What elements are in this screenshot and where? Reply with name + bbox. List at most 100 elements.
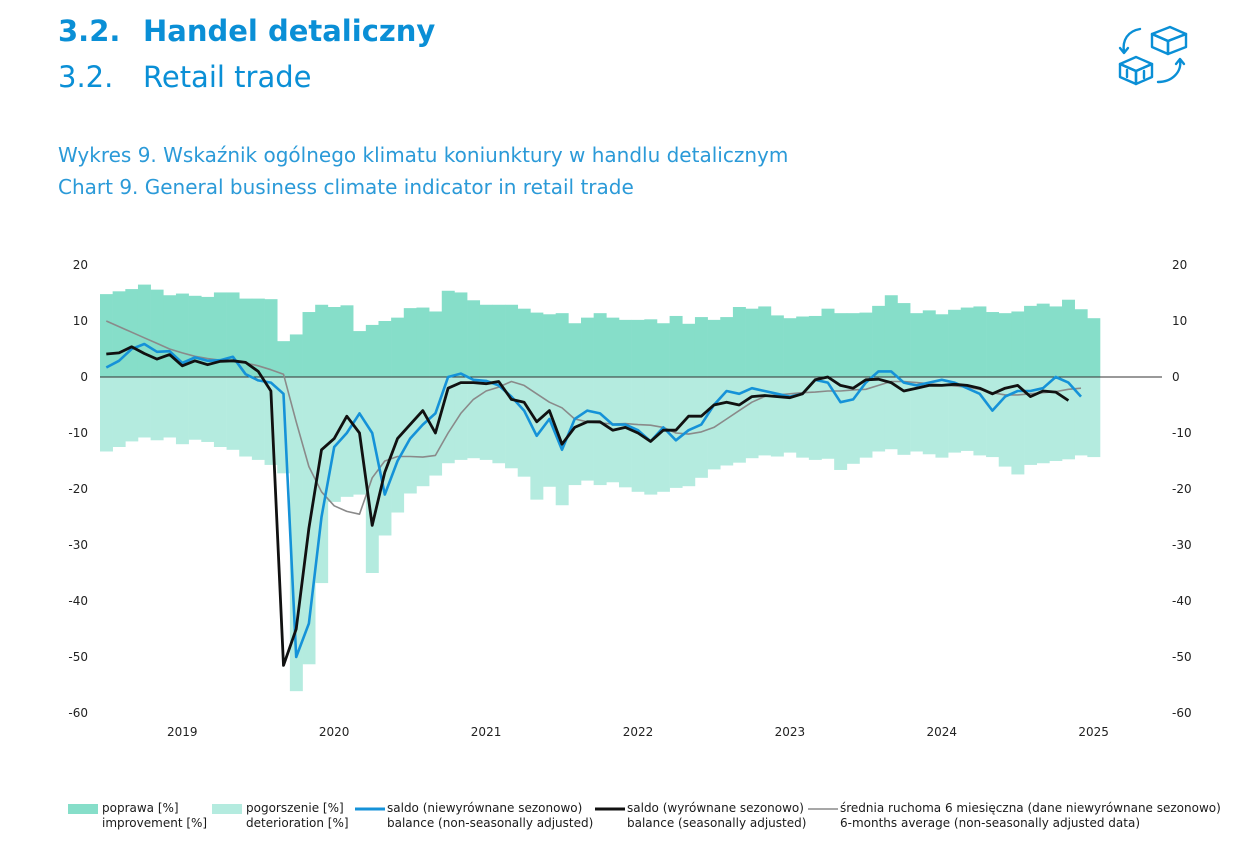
x-tick-label: 2022	[623, 725, 654, 739]
improvement-bar	[226, 292, 240, 377]
improvement-bar	[340, 305, 354, 377]
legend-avg-en: 6-months average (non-seasonally adjuste…	[840, 816, 1140, 830]
improvement-bar	[922, 310, 936, 377]
deterioration-bar	[505, 377, 519, 469]
section-title-en: Retail trade	[143, 60, 312, 94]
improvement-bar	[429, 311, 443, 377]
section-number-pl: 3.2.	[58, 14, 121, 48]
improvement-bar	[884, 295, 898, 377]
y-tick-label-left: -60	[68, 706, 88, 720]
deterioration-bar	[163, 377, 177, 438]
improvement-bar	[682, 323, 696, 377]
improvement-bar	[213, 292, 227, 377]
deterioration-bar	[897, 377, 911, 455]
improvement-bar	[1011, 311, 1025, 377]
improvement-bar	[707, 319, 721, 377]
improvement-bar	[479, 304, 493, 377]
deterioration-bar	[479, 377, 493, 460]
y-axis-right: 20 10 0 -10 -20 -30 -40 -50 -60	[1172, 258, 1192, 720]
improvement-bar	[201, 296, 215, 377]
y-tick-label-right: 0	[1172, 370, 1180, 384]
improvement-bar	[403, 308, 417, 377]
legend-deterioration-swatch	[212, 804, 242, 814]
improvement-bar	[264, 299, 278, 377]
deterioration-bar	[112, 377, 126, 447]
deterioration-bar	[732, 377, 746, 463]
deterioration-bar	[100, 377, 113, 452]
improvement-bar	[948, 309, 962, 377]
section-title-pl: Handel detaliczny	[143, 14, 436, 48]
improvement-bar	[239, 298, 253, 377]
deterioration-bar	[467, 377, 481, 459]
legend-nsa-swatch	[355, 807, 385, 811]
improvement-bar	[998, 313, 1012, 377]
improvement-bar	[1074, 309, 1088, 377]
y-tick-label-left: -30	[68, 538, 88, 552]
y-tick-label-right: -20	[1172, 482, 1192, 496]
legend-deterioration: pogorszenie [%] deterioration [%]	[212, 801, 349, 831]
y-tick-label-right: 20	[1172, 258, 1187, 272]
deterioration-bar	[403, 377, 417, 494]
improvement-bar	[986, 312, 1000, 377]
improvement-bar	[277, 341, 291, 377]
improvement-bar	[846, 313, 860, 377]
improvement-bar	[1087, 318, 1101, 377]
deterioration-bar	[694, 377, 708, 478]
business-climate-chart: 20 10 0 -10 -20 -30 -40 -50 -60 20 10 0 -10 -20 -30 -4…	[68, 258, 1192, 739]
deterioration-bar	[226, 377, 240, 450]
improvement-bar	[175, 293, 189, 377]
deterioration-bar	[517, 377, 531, 477]
deterioration-bar	[568, 377, 582, 486]
improvement-bar	[378, 321, 392, 377]
balance-sa-line	[106, 345, 1070, 667]
legend-deterioration-en: deterioration [%]	[246, 816, 349, 830]
balance-nsa-line	[105, 342, 1082, 659]
deterioration-bar	[808, 377, 822, 460]
improvement-bar	[720, 317, 734, 377]
x-tick-label: 2021	[471, 725, 502, 739]
improvement-bar	[302, 312, 316, 377]
improvement-bar	[1024, 305, 1038, 377]
improvement-bar	[555, 313, 569, 377]
y-tick-label-right: 10	[1172, 314, 1187, 328]
improvement-bar	[631, 319, 645, 377]
deterioration-bar	[656, 377, 670, 492]
improvement-bar	[1062, 299, 1075, 377]
deterioration-bar	[618, 377, 632, 488]
deterioration-bar	[707, 377, 721, 470]
x-axis: 2019 2020 2021 2022 2023 2024 2025	[167, 725, 1109, 739]
legend-sa-en: balance (seasonally adjusted)	[627, 816, 807, 830]
legend-avg-swatch	[808, 808, 838, 810]
improvement-bar	[834, 313, 848, 377]
y-tick-label-left: 10	[73, 314, 88, 328]
x-tick-label: 2020	[319, 725, 350, 739]
y-tick-label-left: -10	[68, 426, 88, 440]
deterioration-bar	[821, 377, 835, 459]
improvement-bar	[492, 304, 506, 377]
deterioration-bar	[175, 377, 189, 445]
y-tick-label-left: -40	[68, 594, 88, 608]
deterioration-bar	[644, 377, 658, 495]
legend-improvement: poprawa [%] improvement [%]	[68, 801, 207, 831]
deterioration-bar	[1024, 377, 1038, 465]
chart-title-en: Chart 9. General business climate indica…	[58, 175, 634, 199]
legend-nsa-pl: saldo (niewyrównane sezonowo)	[387, 801, 583, 815]
y-tick-label-right: -40	[1172, 594, 1192, 608]
legend-improvement-en: improvement [%]	[102, 816, 208, 830]
deterioration-bar	[125, 377, 139, 442]
improvement-bar	[644, 319, 658, 377]
deterioration-bar	[239, 377, 253, 457]
improvement-bars	[100, 284, 1101, 377]
deterioration-bar	[796, 377, 810, 458]
improvement-bar	[656, 323, 670, 377]
deterioration-bar	[201, 377, 215, 442]
improvement-bar	[910, 313, 924, 377]
deterioration-bar	[1036, 377, 1050, 464]
y-tick-label-right: -30	[1172, 538, 1192, 552]
deterioration-bar	[986, 377, 1000, 458]
improvement-bar	[112, 291, 126, 377]
improvement-bar	[505, 304, 519, 377]
deterioration-bar	[960, 377, 974, 451]
improvement-bar	[783, 318, 797, 377]
improvement-bar	[454, 292, 468, 377]
